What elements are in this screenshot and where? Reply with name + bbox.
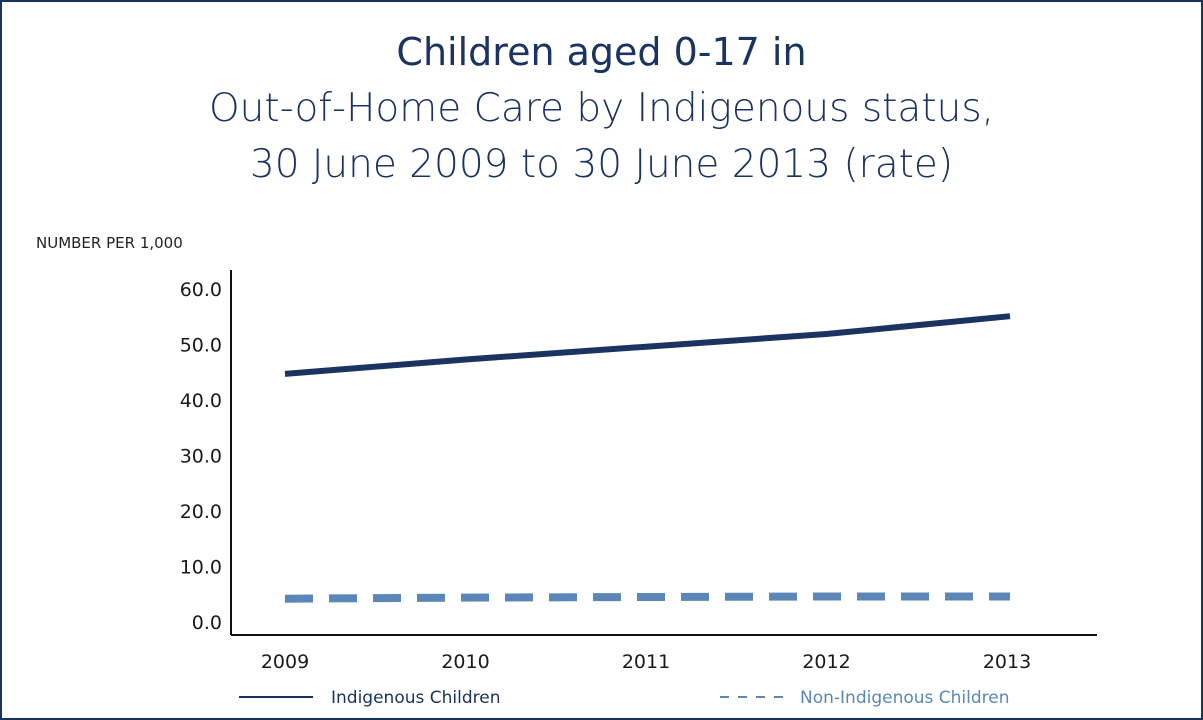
x-tick-label: 2009 (261, 651, 309, 673)
y-tick-label: 60.0 (180, 279, 222, 301)
x-tick-label: 2010 (441, 651, 489, 673)
chart-title-line-2: Out-of-Home Care by Indigenous status, (208, 86, 995, 131)
series-line-non-indigenous (284, 592, 1010, 603)
y-axis-label: NUMBER PER 1,000 (36, 234, 183, 252)
y-tick-label: 50.0 (180, 335, 222, 357)
x-tick-label: 2013 (983, 651, 1031, 673)
y-tick-label: 30.0 (180, 446, 222, 468)
x-tick-label: 2012 (802, 651, 850, 673)
y-tick-label: 10.0 (180, 557, 222, 579)
y-tick-label: 40.0 (180, 390, 222, 412)
y-tick-label: 0.0 (192, 612, 222, 634)
y-tick-label: 20.0 (180, 501, 222, 523)
chart-title-line-3: 30 June 2009 to 30 June 2013 (rate) (249, 142, 954, 187)
x-tick-label: 2011 (622, 651, 670, 673)
legend-label-indigenous: Indigenous Children (331, 688, 501, 708)
chart-title-line-1: Children aged 0-17 in (396, 30, 807, 74)
legend-label-non-indigenous: Non-Indigenous Children (800, 688, 1010, 708)
series-line-indigenous (284, 313, 1011, 377)
